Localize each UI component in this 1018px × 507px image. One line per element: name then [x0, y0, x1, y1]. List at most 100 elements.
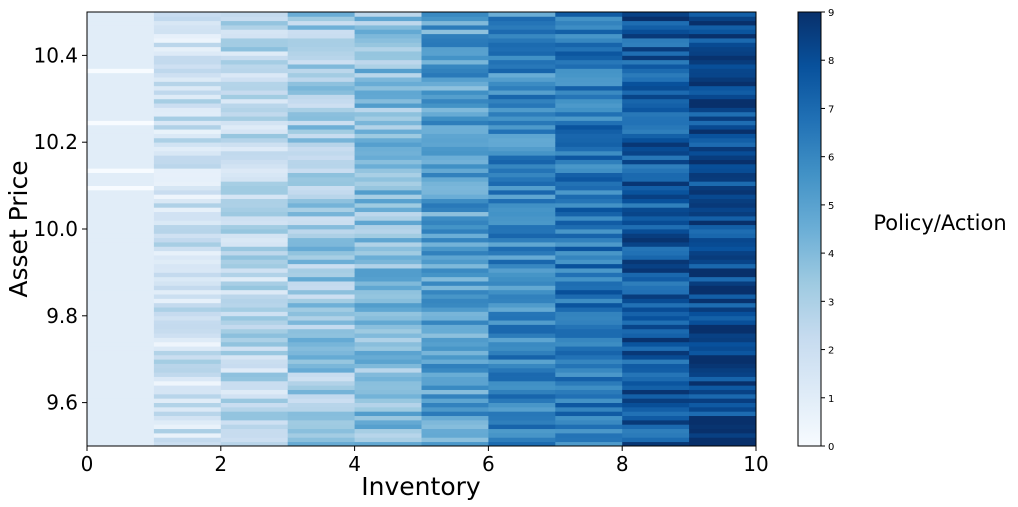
heatmap-cell: [488, 124, 556, 130]
heatmap-cell: [220, 142, 289, 147]
heatmap-cell: [153, 224, 222, 230]
heatmap-cell: [287, 68, 355, 74]
heatmap-cell: [689, 176, 757, 182]
heatmap-cell: [287, 142, 355, 147]
heatmap-cell: [354, 285, 422, 291]
heatmap-cell: [421, 402, 489, 408]
heatmap-cell: [622, 38, 690, 43]
heatmap-cell: [287, 198, 355, 204]
heatmap-cell: [287, 72, 355, 78]
heatmap-cell: [488, 367, 556, 373]
heatmap-cell: [153, 176, 222, 182]
heatmap-cell: [555, 150, 623, 156]
heatmap-cell: [287, 411, 355, 417]
heatmap-cell: [421, 320, 489, 325]
heatmap-cell: [354, 324, 422, 330]
heatmap-cell: [87, 229, 155, 234]
heatmap-cell: [287, 263, 355, 269]
heatmap-cell: [689, 255, 757, 260]
heatmap-cell: [153, 393, 222, 399]
x-tick-label: 10: [743, 452, 768, 476]
heatmap-cell: [555, 207, 623, 213]
heatmap-cell: [622, 46, 690, 52]
heatmap-cell: [354, 198, 422, 204]
heatmap-cell: [421, 242, 489, 247]
heatmap-cell: [622, 289, 690, 295]
heatmap-cell: [689, 441, 757, 447]
heatmap-cell: [689, 42, 757, 48]
heatmap-cell: [354, 411, 422, 417]
heatmap-cell: [87, 328, 155, 334]
heatmap-cell: [287, 393, 355, 399]
heatmap-cell: [421, 389, 489, 395]
heatmap-cell: [622, 411, 690, 417]
heatmap-cell: [555, 16, 623, 22]
heatmap-cell: [421, 302, 489, 308]
heatmap-cell: [153, 29, 222, 35]
heatmap-cell: [153, 380, 222, 386]
heatmap-cell: [220, 302, 289, 308]
heatmap-cell: [488, 150, 556, 156]
heatmap-cell: [354, 129, 422, 134]
heatmap-cell: [87, 393, 155, 399]
heatmap-cell: [287, 389, 355, 395]
heatmap-cell: [87, 25, 155, 30]
heatmap-cell: [555, 263, 623, 269]
heatmap-cell: [555, 116, 623, 121]
heatmap-cell: [220, 16, 289, 22]
heatmap-cell: [622, 155, 690, 160]
heatmap-cell: [488, 406, 556, 412]
heatmap-cell: [555, 402, 623, 408]
heatmap-cell: [87, 116, 155, 121]
heatmap-cell: [354, 276, 422, 282]
heatmap-cell: [622, 385, 690, 390]
heatmap-cell: [87, 441, 155, 447]
heatmap-cell: [421, 259, 489, 265]
heatmap-cell: [354, 107, 422, 113]
heatmap-cell: [488, 289, 556, 295]
heatmap-cell: [555, 155, 623, 160]
heatmap-cell: [220, 428, 289, 434]
heatmap-cell: [87, 359, 155, 364]
heatmap-cell: [153, 85, 222, 91]
heatmap-cell: [354, 289, 422, 295]
heatmap-cell: [488, 402, 556, 408]
heatmap-cell: [421, 350, 489, 356]
heatmap-cell: [622, 285, 690, 291]
heatmap-cell: [555, 432, 623, 438]
heatmap-cell: [421, 120, 489, 126]
heatmap-cell: [153, 181, 222, 186]
heatmap-cell: [153, 20, 222, 26]
heatmap-cell: [354, 172, 422, 178]
heatmap-cell: [689, 281, 757, 286]
heatmap-cell: [421, 328, 489, 334]
heatmap-cell: [622, 380, 690, 386]
heatmap-cell: [153, 150, 222, 156]
heatmap-cell: [488, 42, 556, 48]
heatmap-cell: [153, 198, 222, 204]
heatmap-cell: [488, 220, 556, 226]
heatmap-cell: [689, 250, 757, 256]
heatmap-cell: [421, 255, 489, 260]
colorbar-tick-label: 5: [828, 201, 834, 212]
heatmap-cell: [488, 64, 556, 69]
heatmap-cell: [622, 194, 690, 200]
heatmap-cell: [488, 281, 556, 286]
heatmap-cell: [220, 411, 289, 417]
heatmap-cell: [689, 207, 757, 213]
colorbar-tick-label: 7: [828, 104, 834, 115]
heatmap-cell: [421, 354, 489, 360]
heatmap-cell: [287, 250, 355, 256]
heatmap-cell: [220, 189, 289, 195]
heatmap-cell: [220, 77, 289, 82]
heatmap-cell: [421, 380, 489, 386]
heatmap-cell: [220, 333, 289, 338]
heatmap-cell: [354, 402, 422, 408]
heatmap-cell: [153, 137, 222, 143]
heatmap-cell: [421, 38, 489, 43]
heatmap-cell: [622, 25, 690, 30]
heatmap-cell: [689, 328, 757, 334]
heatmap-cell: [421, 376, 489, 382]
heatmap-cell: [354, 55, 422, 61]
heatmap-cell: [287, 402, 355, 408]
